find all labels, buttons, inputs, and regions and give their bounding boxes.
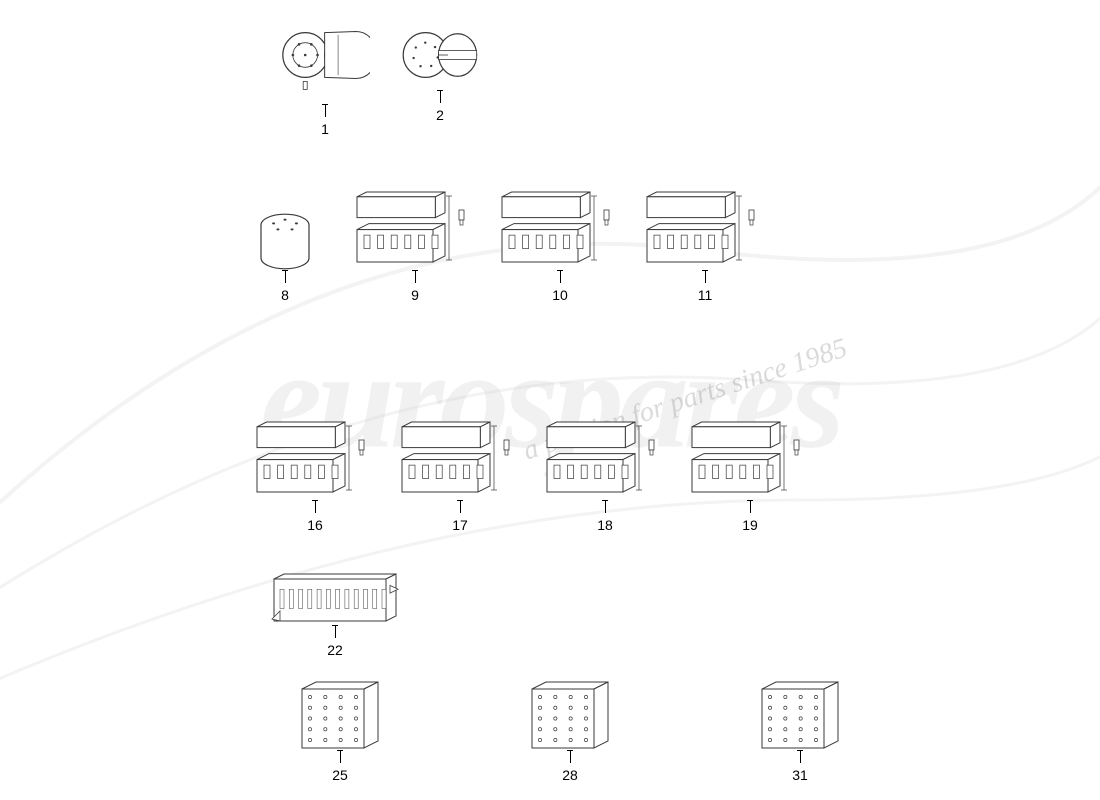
part-label-1: 1	[321, 121, 329, 137]
parts-diagram: 128910111617181922252831	[0, 0, 1100, 800]
part-28: 28	[530, 680, 610, 783]
part-label-31: 31	[792, 767, 808, 783]
part-22: 22	[270, 570, 400, 658]
leader-line	[340, 751, 341, 763]
part-17: 17	[400, 420, 520, 533]
part-drawing-31	[760, 680, 840, 750]
part-16: 16	[255, 420, 375, 533]
leader-line	[440, 91, 441, 103]
leader-line	[800, 751, 801, 763]
part-10: 10	[500, 190, 620, 303]
part-11: 11	[645, 190, 765, 303]
part-9: 9	[355, 190, 475, 303]
part-drawing-2	[400, 20, 480, 90]
leader-line	[335, 626, 336, 638]
part-label-9: 9	[411, 287, 419, 303]
leader-line	[705, 271, 706, 283]
part-8: 8	[255, 210, 315, 303]
part-2: 2	[400, 20, 480, 123]
part-label-17: 17	[452, 517, 468, 533]
leader-line	[315, 501, 316, 513]
part-label-22: 22	[327, 642, 343, 658]
part-drawing-16	[255, 420, 375, 500]
part-drawing-17	[400, 420, 520, 500]
part-label-16: 16	[307, 517, 323, 533]
part-drawing-8	[255, 210, 315, 270]
leader-line	[285, 271, 286, 283]
part-drawing-1	[280, 20, 370, 104]
part-drawing-18	[545, 420, 665, 500]
part-label-28: 28	[562, 767, 578, 783]
part-label-2: 2	[436, 107, 444, 123]
leader-line	[560, 271, 561, 283]
part-25: 25	[300, 680, 380, 783]
leader-line	[570, 751, 571, 763]
part-drawing-19	[690, 420, 810, 500]
leader-line	[415, 271, 416, 283]
part-19: 19	[690, 420, 810, 533]
part-drawing-25	[300, 680, 380, 750]
part-18: 18	[545, 420, 665, 533]
leader-line	[460, 501, 461, 513]
part-31: 31	[760, 680, 840, 783]
leader-line	[750, 501, 751, 513]
part-drawing-22	[270, 570, 400, 625]
part-drawing-28	[530, 680, 610, 750]
part-label-8: 8	[281, 287, 289, 303]
part-drawing-9	[355, 190, 475, 270]
part-label-10: 10	[552, 287, 568, 303]
leader-line	[325, 105, 326, 117]
part-drawing-10	[500, 190, 620, 270]
part-label-11: 11	[698, 287, 713, 303]
leader-line	[605, 501, 606, 513]
part-label-25: 25	[332, 767, 348, 783]
part-drawing-11	[645, 190, 765, 270]
part-label-19: 19	[742, 517, 758, 533]
part-label-18: 18	[597, 517, 613, 533]
part-1: 1	[280, 20, 370, 137]
